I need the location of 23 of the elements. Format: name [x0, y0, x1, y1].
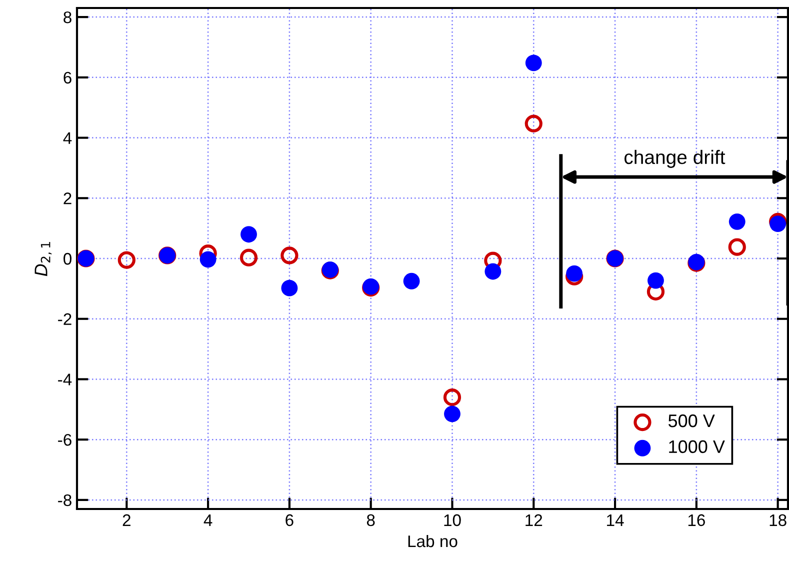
y-tick-label: -2 — [58, 313, 72, 325]
y-tick-label: 4 — [63, 132, 72, 144]
y-tick-label: 2 — [64, 192, 72, 204]
annotation: change drift — [624, 150, 726, 168]
x-tick-label: 18 — [770, 514, 786, 526]
x-tick-label: 10 — [444, 514, 461, 526]
legend-label: 1000 V — [669, 440, 725, 454]
y-axis-title: D$_{2,1}$ — [34, 242, 52, 276]
y-tick-label: -6 — [58, 434, 72, 446]
x-tick-label: 8 — [366, 514, 375, 526]
y-tick-label: 6 — [64, 72, 72, 84]
y-tick-label: -8 — [58, 494, 72, 506]
x-tick-label: 6 — [286, 514, 294, 526]
x-tick-label: 12 — [526, 514, 542, 526]
x-axis-title: Lab no — [408, 534, 458, 548]
x-tick-label: 16 — [688, 514, 705, 526]
x-tick-label: 4 — [204, 514, 212, 526]
x-tick-label: 14 — [607, 514, 624, 526]
x-tick-label: 2 — [122, 514, 130, 526]
y-tick-label: -4 — [58, 374, 72, 386]
y-tick-label: 0 — [64, 252, 72, 265]
legend-label: 500 V — [668, 414, 715, 428]
y-tick-label: 8 — [64, 11, 72, 24]
